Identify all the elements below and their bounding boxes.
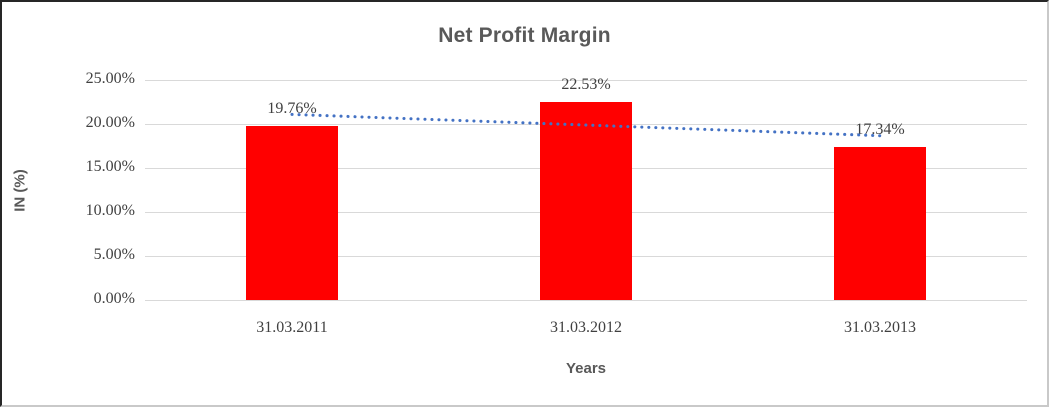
- data-label: 17.34%: [855, 121, 905, 138]
- bar-31.03.2011: [246, 126, 338, 300]
- y-tick-label: 0.00%: [93, 290, 135, 307]
- y-tick-label: 25.00%: [85, 70, 135, 87]
- x-tick-label: 31.03.2013: [844, 319, 916, 336]
- y-tick-label: 15.00%: [85, 158, 135, 175]
- y-tick-label: 5.00%: [93, 246, 135, 263]
- x-axis-title: Years: [565, 360, 607, 377]
- y-tick-label: 20.00%: [85, 114, 135, 131]
- bar-31.03.2012: [540, 102, 632, 300]
- x-tick-label: 31.03.2011: [256, 319, 328, 336]
- bar-31.03.2013: [834, 147, 926, 300]
- gridline: [145, 300, 1027, 301]
- x-tick-label: 31.03.2012: [550, 319, 622, 336]
- data-label: 22.53%: [561, 76, 611, 93]
- gridline: [145, 80, 1027, 81]
- chart-title: Net Profit Margin: [438, 24, 611, 47]
- data-label: 19.76%: [267, 100, 317, 117]
- y-tick-label: 10.00%: [85, 202, 135, 219]
